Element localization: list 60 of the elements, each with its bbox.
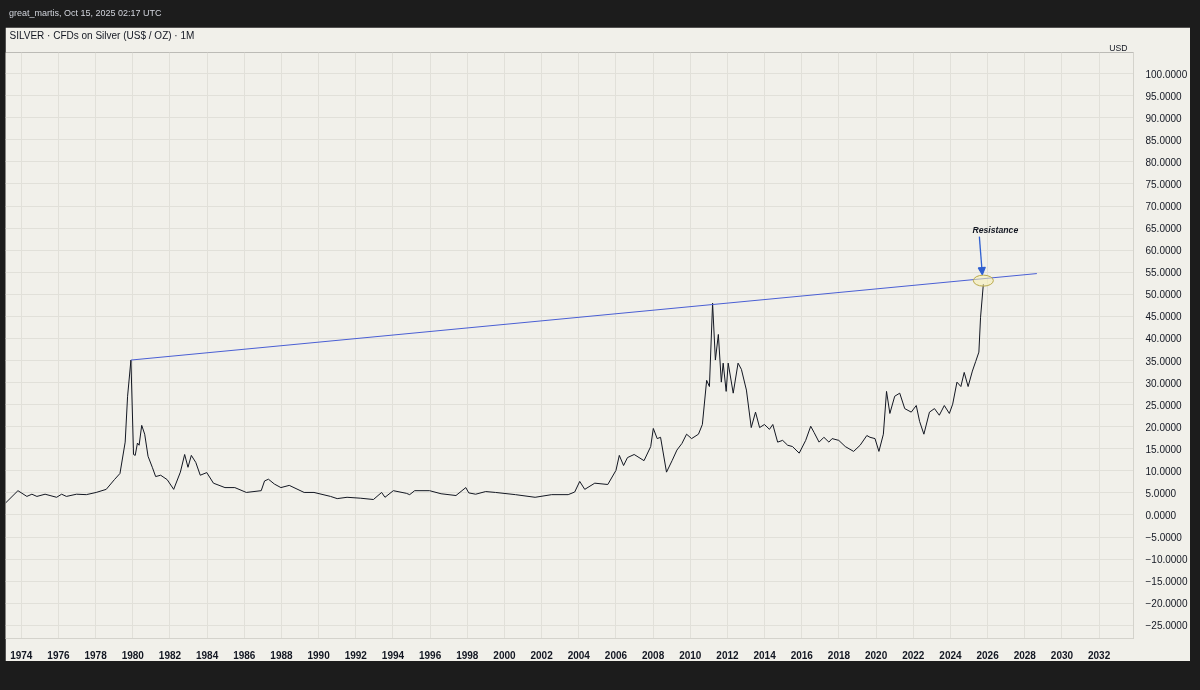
y-tick-label: 40.0000	[1145, 333, 1183, 345]
x-tick-label: 1986	[233, 649, 256, 661]
x-tick-label: 2030	[1050, 649, 1074, 661]
x-tick-label: 2028	[1013, 649, 1037, 661]
y-tick-label: 85.0000	[1145, 134, 1183, 146]
x-tick-label: 2020	[865, 649, 888, 661]
y-tick-label: 90.0000	[1145, 112, 1183, 124]
y-tick-label: 95.0000	[1145, 90, 1183, 102]
y-tick-label: −20.0000	[1145, 598, 1188, 610]
x-tick-label: 2014	[753, 649, 777, 661]
x-tick-label: 1990	[307, 649, 331, 661]
y-tick-label: 45.0000	[1145, 311, 1183, 323]
y-tick-label: 0.0000	[1145, 509, 1177, 521]
x-tick-label: 1976	[47, 649, 71, 661]
y-tick-label: −25.0000	[1145, 620, 1188, 632]
y-axis-title: USD	[1109, 42, 1128, 53]
x-tick-label: 2018	[827, 649, 851, 661]
y-tick-label: 35.0000	[1145, 355, 1183, 367]
y-tick-label: 70.0000	[1145, 201, 1183, 213]
x-tick-label: 2012	[716, 649, 740, 661]
y-tick-label: −10.0000	[1145, 554, 1188, 566]
x-tick-label: 2006	[604, 649, 628, 661]
annotation: Resistance	[972, 224, 1019, 235]
y-tick-label: −5.0000	[1145, 532, 1183, 544]
y-tick-label: 5.0000	[1145, 487, 1177, 499]
y-tick-label: 65.0000	[1145, 223, 1183, 235]
x-tick-label: 1974	[10, 649, 33, 661]
y-tick-label: 50.0000	[1145, 289, 1183, 301]
x-tick-label: 1996	[419, 649, 442, 661]
y-tick-label: 10.0000	[1145, 465, 1183, 477]
x-tick-label: 2024	[939, 649, 963, 661]
text: great_martis, Oct 15, 2025 02:17 UTC	[9, 7, 162, 20]
x-tick-label: 1984	[196, 649, 219, 661]
y-tick-label: 25.0000	[1145, 399, 1183, 411]
y-tick-label: 30.0000	[1145, 377, 1183, 389]
y-tick-label: 55.0000	[1145, 267, 1183, 279]
x-tick-label: 1982	[158, 649, 182, 661]
x-tick-label: 2004	[567, 649, 591, 661]
x-tick-label: 1998	[456, 649, 479, 661]
x-tick-label: 2002	[530, 649, 554, 661]
x-tick-label: 1978	[84, 649, 108, 661]
x-tick-label: 2032	[1088, 649, 1111, 661]
y-tick-label: −15.0000	[1145, 576, 1188, 588]
y-tick-label: 75.0000	[1145, 179, 1183, 190]
x-tick-label: 2008	[642, 649, 665, 661]
chart-title: SILVER · CFDs on Silver (US$ / OZ) · 1M	[9, 29, 195, 41]
x-tick-label: 2022	[902, 649, 925, 661]
y-tick-label: 80.0000	[1145, 156, 1183, 168]
x-tick-label: 2026	[976, 649, 1000, 661]
x-tick-label: 2016	[790, 649, 814, 661]
x-tick-label: 1980	[121, 649, 145, 661]
x-tick-label: 2000	[493, 649, 517, 661]
y-tick-label: 60.0000	[1145, 245, 1183, 257]
x-tick-label: 1988	[270, 649, 294, 661]
y-tick-label: 15.0000	[1145, 443, 1183, 455]
x-tick-label: 2010	[679, 649, 702, 661]
x-tick-label: 1994	[381, 649, 405, 661]
x-tick-label: 1992	[344, 649, 368, 661]
y-tick-label: 20.0000	[1145, 421, 1183, 433]
y-tick-label: 100.0000	[1145, 68, 1188, 80]
